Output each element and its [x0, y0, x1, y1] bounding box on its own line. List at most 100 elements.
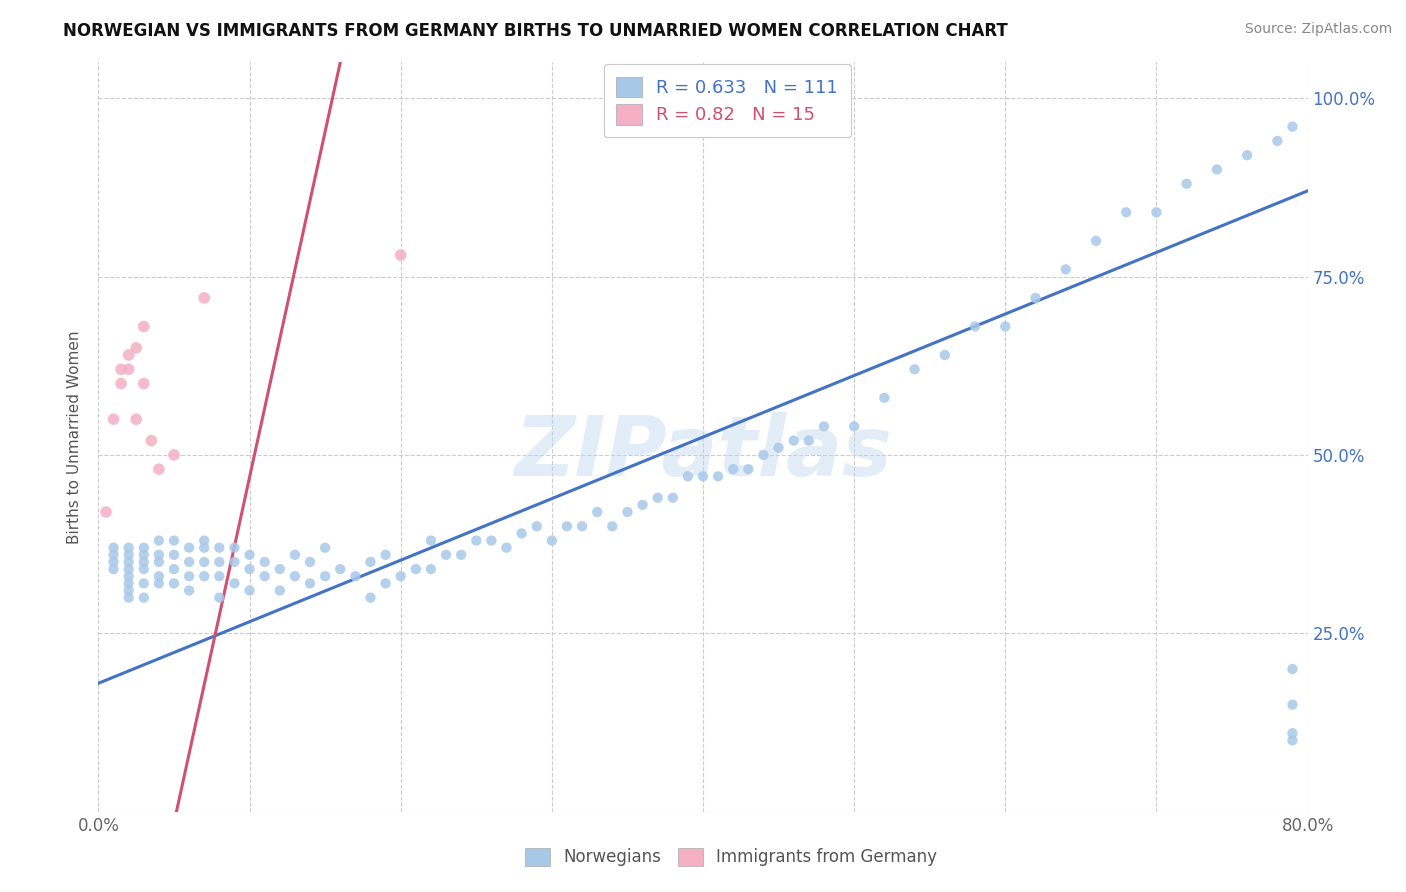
- Point: [132, 548, 155, 562]
- Point: [676, 469, 699, 483]
- Point: [132, 376, 155, 391]
- Point: [616, 505, 638, 519]
- Point: [103, 412, 125, 426]
- Point: [314, 569, 336, 583]
- Point: [1085, 234, 1108, 248]
- Point: [132, 319, 155, 334]
- Point: [141, 434, 163, 448]
- Point: [118, 569, 141, 583]
- Point: [118, 548, 141, 562]
- Point: [179, 541, 201, 555]
- Point: [132, 555, 155, 569]
- Point: [163, 448, 186, 462]
- Point: [179, 583, 201, 598]
- Point: [1115, 205, 1137, 219]
- Point: [118, 555, 141, 569]
- Point: [1024, 291, 1046, 305]
- Text: NORWEGIAN VS IMMIGRANTS FROM GERMANY BIRTHS TO UNMARRIED WOMEN CORRELATION CHART: NORWEGIAN VS IMMIGRANTS FROM GERMANY BIR…: [63, 22, 1008, 40]
- Point: [193, 291, 215, 305]
- Point: [844, 419, 866, 434]
- Point: [132, 576, 155, 591]
- Point: [208, 541, 231, 555]
- Point: [208, 569, 231, 583]
- Point: [540, 533, 562, 548]
- Point: [253, 569, 276, 583]
- Point: [602, 519, 624, 533]
- Point: [783, 434, 806, 448]
- Point: [239, 548, 262, 562]
- Point: [224, 541, 246, 555]
- Point: [253, 555, 276, 569]
- Point: [571, 519, 593, 533]
- Point: [299, 576, 322, 591]
- Point: [179, 555, 201, 569]
- Point: [904, 362, 927, 376]
- Point: [1206, 162, 1229, 177]
- Point: [647, 491, 669, 505]
- Point: [1281, 698, 1303, 712]
- Point: [239, 562, 262, 576]
- Point: [94, 505, 117, 519]
- Point: [465, 533, 488, 548]
- Point: [344, 569, 367, 583]
- Point: [132, 591, 155, 605]
- Point: [163, 576, 186, 591]
- Point: [1144, 205, 1167, 219]
- Point: [224, 555, 246, 569]
- Point: [179, 569, 201, 583]
- Point: [148, 548, 170, 562]
- Point: [208, 591, 231, 605]
- Text: ZIPatlas: ZIPatlas: [515, 411, 891, 492]
- Point: [269, 583, 291, 598]
- Point: [148, 569, 170, 583]
- Point: [420, 562, 443, 576]
- Point: [148, 576, 170, 591]
- Point: [510, 526, 533, 541]
- Point: [224, 576, 246, 591]
- Y-axis label: Births to Unmarried Women: Births to Unmarried Women: [67, 330, 83, 544]
- Text: Source: ZipAtlas.com: Source: ZipAtlas.com: [1244, 22, 1392, 37]
- Point: [1175, 177, 1198, 191]
- Point: [1281, 120, 1303, 134]
- Point: [374, 548, 396, 562]
- Point: [163, 562, 186, 576]
- Point: [299, 555, 322, 569]
- Point: [389, 248, 412, 262]
- Point: [110, 362, 132, 376]
- Point: [103, 541, 125, 555]
- Point: [1281, 662, 1303, 676]
- Point: [163, 533, 186, 548]
- Point: [631, 498, 654, 512]
- Point: [103, 548, 125, 562]
- Point: [1281, 726, 1303, 740]
- Point: [103, 562, 125, 576]
- Point: [1054, 262, 1077, 277]
- Point: [125, 412, 148, 426]
- Point: [586, 505, 609, 519]
- Point: [118, 362, 141, 376]
- Point: [148, 462, 170, 476]
- Legend: Norwegians, Immigrants from Germany: Norwegians, Immigrants from Germany: [516, 839, 946, 875]
- Point: [163, 548, 186, 562]
- Point: [1281, 733, 1303, 747]
- Point: [797, 434, 820, 448]
- Point: [118, 541, 141, 555]
- Point: [768, 441, 790, 455]
- Point: [661, 491, 683, 505]
- Point: [193, 555, 215, 569]
- Point: [723, 462, 745, 476]
- Point: [1236, 148, 1258, 162]
- Point: [193, 541, 215, 555]
- Point: [118, 576, 141, 591]
- Point: [284, 548, 307, 562]
- Point: [420, 533, 443, 548]
- Point: [994, 319, 1017, 334]
- Point: [118, 562, 141, 576]
- Point: [148, 533, 170, 548]
- Point: [269, 562, 291, 576]
- Point: [481, 533, 503, 548]
- Point: [329, 562, 352, 576]
- Point: [314, 541, 336, 555]
- Point: [148, 555, 170, 569]
- Point: [193, 533, 215, 548]
